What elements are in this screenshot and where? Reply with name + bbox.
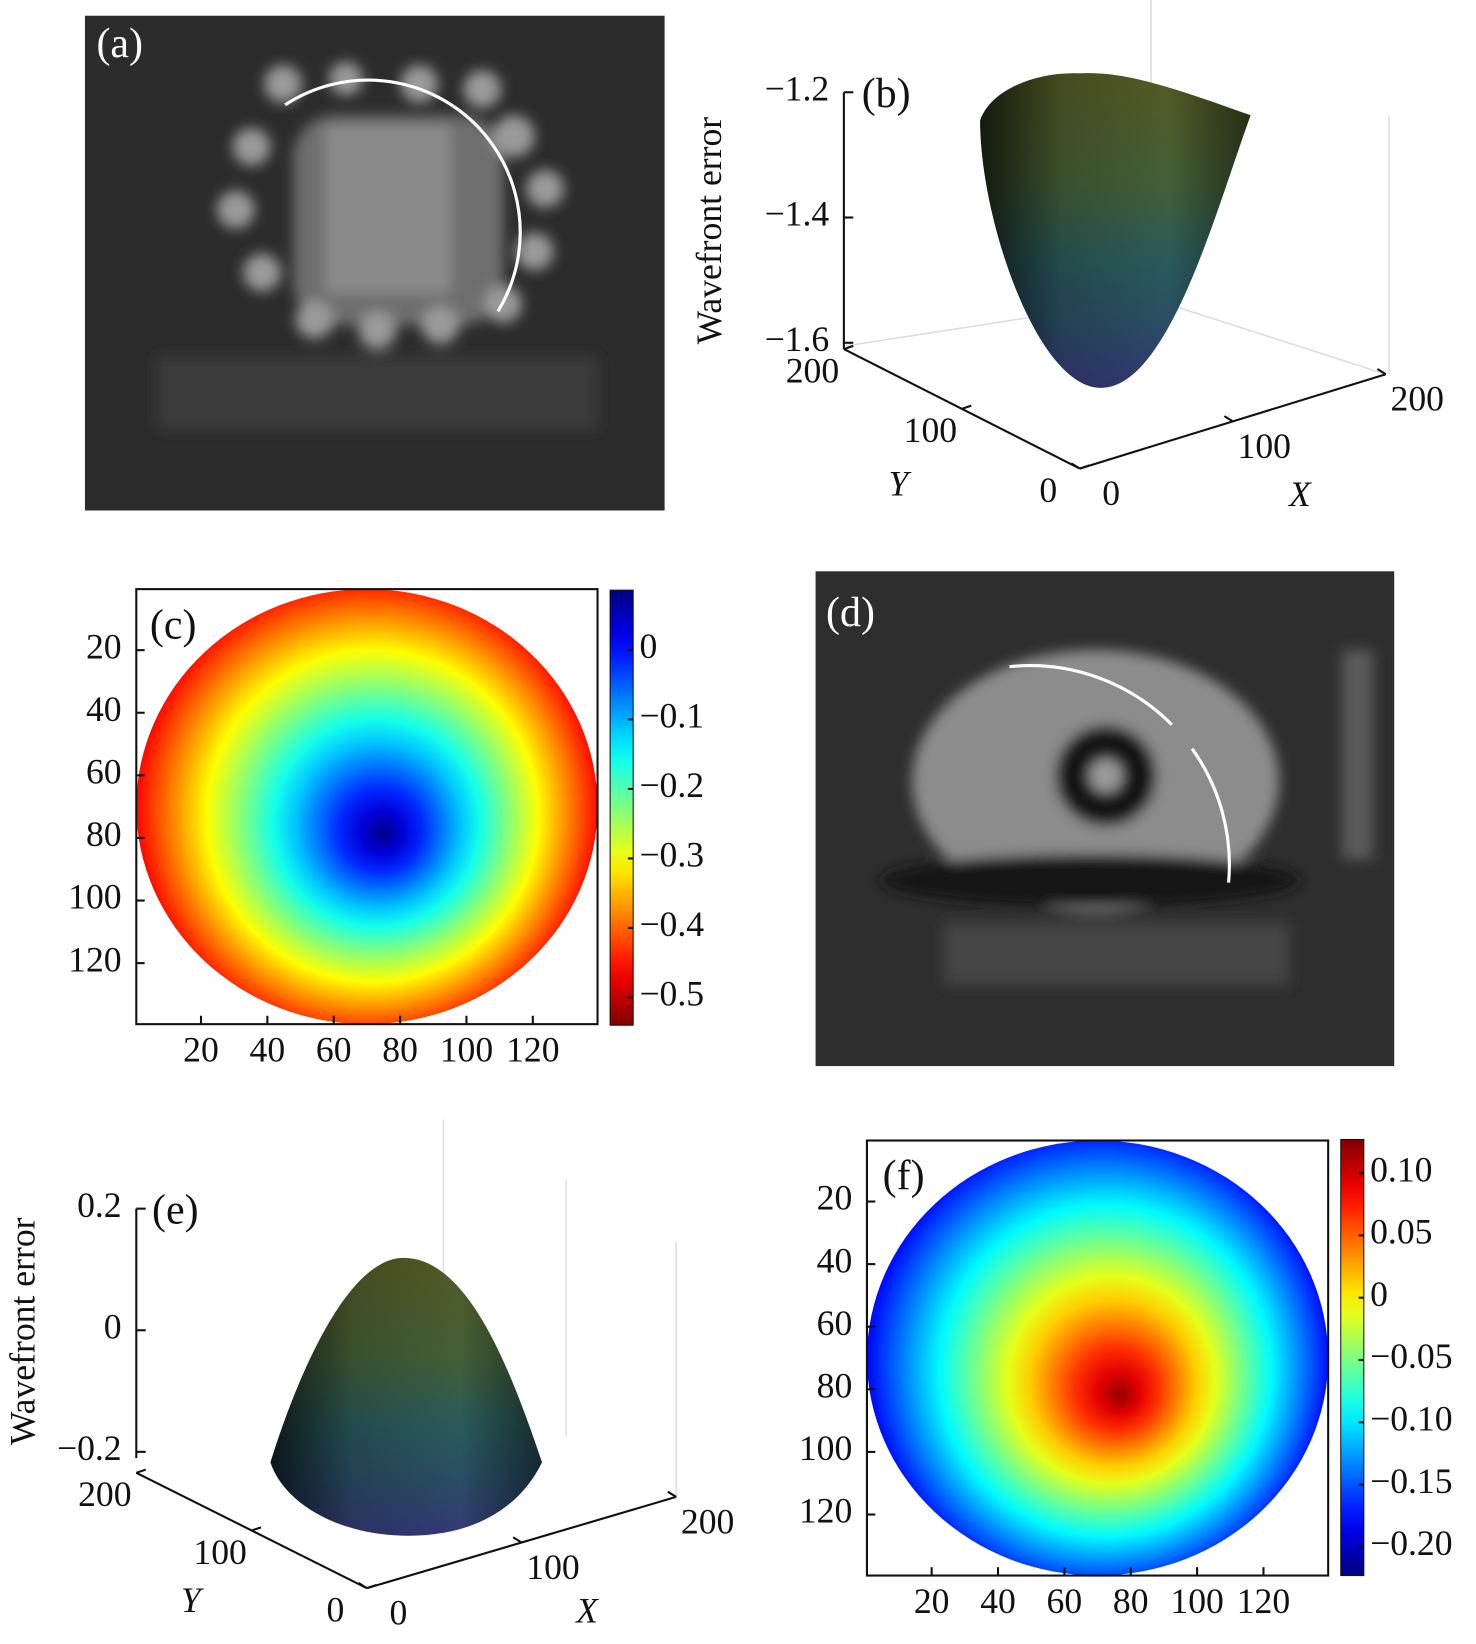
x-tick-label: 20 [914, 1581, 950, 1621]
colorbar-tick-label: −0.1 [639, 696, 704, 736]
x-tick-label: 60 [1047, 1581, 1083, 1621]
image-d [815, 571, 1395, 1067]
z-tick-label: −0.2 [57, 1428, 122, 1468]
x-tick-label: 20 [183, 1030, 219, 1070]
z-axis-label: Wavefront error [2, 1217, 42, 1445]
y-tick [251, 1526, 262, 1532]
y-tick [961, 404, 972, 410]
x-axis-label: X [574, 1591, 599, 1631]
x-tick-label: 100 [1170, 1581, 1223, 1621]
x-tick [357, 1581, 368, 1590]
panel-label: (b) [862, 71, 911, 117]
y-tick [135, 1468, 147, 1474]
panel-label: (d) [826, 590, 875, 636]
axes-box [135, 588, 599, 1026]
z-tick-label: −1.2 [765, 68, 830, 108]
x-tick-label: 40 [250, 1030, 286, 1070]
x-tick [667, 1490, 677, 1498]
panel-label: (a) [96, 21, 143, 67]
y-tick-label: 120 [799, 1491, 852, 1531]
x-tick [1223, 415, 1234, 423]
y-axis-label: Y [181, 1580, 204, 1620]
y-tick-label: 100 [904, 410, 957, 450]
colorbar [1340, 1138, 1365, 1577]
z-tick-label: −1.6 [765, 319, 830, 359]
colorbar-tick-label: 0.10 [1370, 1149, 1432, 1189]
heatmap-disc [136, 589, 598, 1025]
x-tick-label: 120 [1237, 1581, 1290, 1621]
colorbar-tick-label: −0.05 [1370, 1336, 1452, 1376]
surface-b [980, 73, 1251, 388]
x-tick-label: 100 [526, 1547, 579, 1587]
y-tick-label: 200 [78, 1474, 131, 1514]
y-tick-label: 100 [193, 1532, 246, 1572]
surface-e [270, 1257, 542, 1536]
y-tick-label: 80 [817, 1366, 853, 1406]
x-tick-label: 100 [1238, 426, 1291, 466]
colorbar-tick-label: 0 [1370, 1274, 1388, 1314]
y-axis-label: Y [888, 464, 911, 504]
colorbar-tick-label: −0.5 [639, 974, 704, 1014]
y-tick-label: 40 [86, 689, 122, 729]
y-tick-label: 100 [68, 877, 121, 917]
y-tick-label: 120 [68, 939, 121, 979]
x-tick-label: 100 [440, 1030, 493, 1070]
colorbar [609, 589, 634, 1026]
x-tick-label: 200 [1391, 379, 1444, 419]
colorbar-tick-label: −0.4 [639, 904, 704, 944]
x-tick-label: 40 [980, 1581, 1016, 1621]
colorbar-tick-label: −0.10 [1370, 1398, 1452, 1438]
z-tick-label: 0 [104, 1306, 122, 1346]
y-tick-label: 200 [786, 350, 839, 390]
y-tick-label: 100 [799, 1428, 852, 1468]
colorbar-tick-label: 0 [639, 626, 657, 666]
z-tick-label: −1.4 [765, 194, 830, 234]
heatmap-disc [866, 1140, 1329, 1576]
x-tick-label: 0 [389, 1593, 407, 1633]
x-tick [512, 1536, 523, 1544]
x-tick-label: 200 [681, 1501, 734, 1541]
x-tick-label: 80 [1113, 1581, 1149, 1621]
colorbar-tick-label: −0.3 [639, 835, 704, 875]
x-tick-label: 120 [506, 1030, 559, 1070]
y-tick-label: 0 [1039, 470, 1057, 510]
panel-label: (f) [883, 1153, 925, 1199]
x-axis-label: X [1287, 474, 1312, 514]
colorbar-tick-label: −0.15 [1370, 1461, 1452, 1501]
panel-label: (c) [150, 603, 197, 649]
y-tick-label: 80 [86, 814, 122, 854]
y-tick-label: 40 [817, 1240, 853, 1280]
y-tick-label: 0 [327, 1589, 345, 1629]
colorbar-tick-label: −0.20 [1370, 1523, 1452, 1563]
panel-label: (e) [152, 1188, 199, 1234]
axes-box [865, 1139, 1330, 1577]
y-tick-label: 60 [817, 1303, 853, 1343]
y-tick-label: 60 [86, 752, 122, 792]
colorbar-tick-label: 0.05 [1370, 1212, 1432, 1252]
y-tick [366, 1583, 377, 1590]
z-axis-label: Wavefront error [689, 117, 729, 345]
x-tick [1070, 462, 1081, 470]
x-tick-label: 0 [1102, 473, 1120, 513]
colorbar-tick-label: −0.2 [639, 765, 704, 805]
y-tick [843, 344, 854, 351]
z-tick-label: 0.2 [77, 1185, 122, 1225]
y-tick [1079, 464, 1090, 470]
image-a [84, 15, 665, 511]
y-tick-label: 20 [86, 626, 122, 666]
x-tick-label: 60 [316, 1030, 352, 1070]
x-tick [1376, 368, 1387, 376]
x-tick-label: 80 [382, 1030, 418, 1070]
y-tick-label: 20 [817, 1178, 853, 1218]
